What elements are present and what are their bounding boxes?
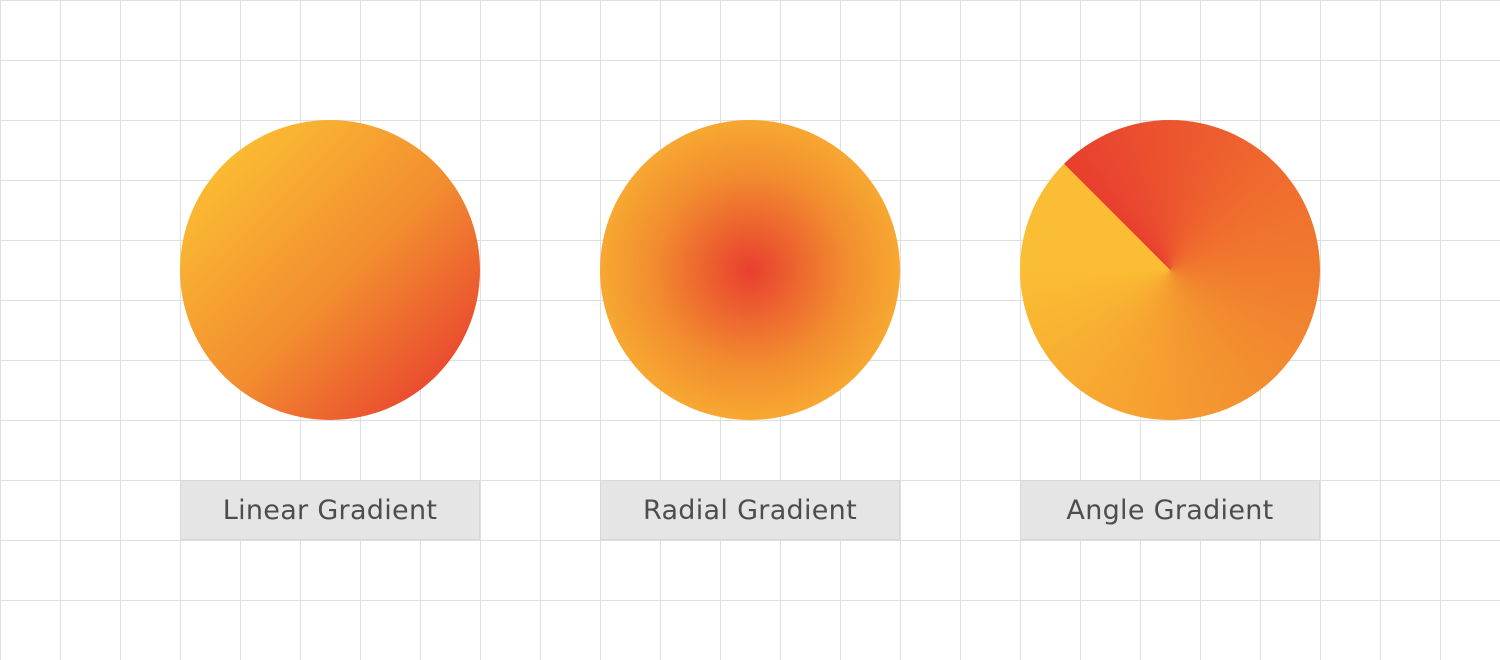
angle-gradient-circle [1020,120,1320,420]
radial-gradient-circle [600,120,900,420]
linear-gradient-circle [180,120,480,420]
linear-gradient-label: Linear Gradient [180,480,480,540]
radial-gradient-label: Radial Gradient [600,480,900,540]
angle-gradient-label: Angle Gradient [1020,480,1320,540]
